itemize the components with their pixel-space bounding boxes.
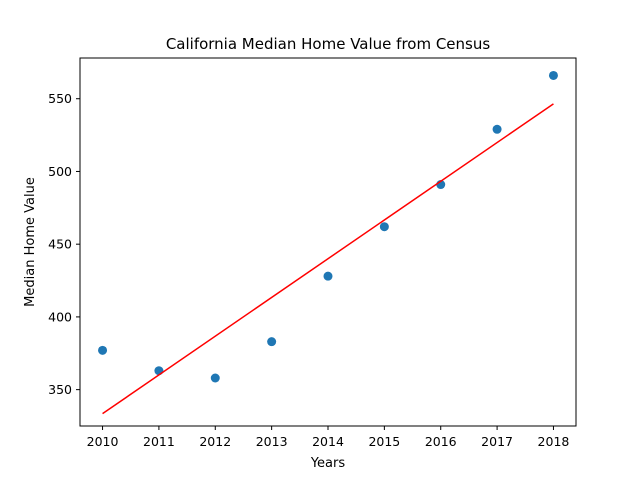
axes-layer: 2010 2011 2012 2013 2014 2015 2016 2017 2018 350 4…: [48, 57, 577, 449]
y-tick-label: 550: [48, 91, 72, 106]
plot-frame: [79, 57, 577, 427]
fit-line: [102, 103, 554, 415]
data-point: [210, 373, 220, 383]
x-axis-label: Years: [310, 456, 346, 471]
data-point: [548, 70, 558, 80]
data-point: [98, 345, 108, 355]
y-tick-label: 350: [48, 382, 72, 397]
y-tick-label: 450: [48, 237, 72, 252]
x-tick-label: 2012: [199, 434, 231, 449]
y-axis-label: Median Home Value: [23, 177, 38, 307]
data-point: [267, 337, 277, 347]
data-point: [379, 222, 389, 232]
x-tick-label: 2017: [481, 434, 513, 449]
x-tick-label: 2010: [87, 434, 119, 449]
chart-title: California Median Home Value from Census: [166, 35, 491, 53]
data-point: [492, 124, 502, 134]
y-tick-label: 500: [48, 164, 72, 179]
x-tick-label: 2013: [256, 434, 288, 449]
x-tick-label: 2014: [312, 434, 344, 449]
x-tick-label: 2015: [368, 434, 400, 449]
data-point: [154, 366, 164, 376]
x-tick-label: 2018: [538, 434, 570, 449]
y-tick-label: 400: [48, 309, 72, 324]
marks-layer: [98, 70, 558, 415]
data-point: [323, 271, 333, 281]
x-tick-label: 2016: [425, 434, 457, 449]
x-tick-label: 2011: [143, 434, 175, 449]
